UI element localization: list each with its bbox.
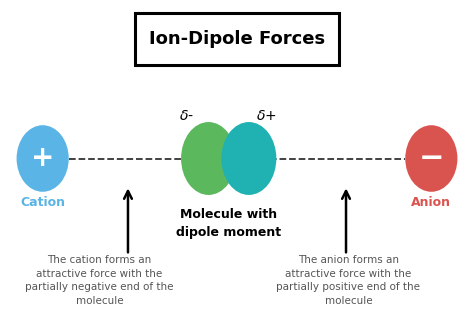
Text: Molecule with
dipole moment: Molecule with dipole moment	[176, 208, 281, 239]
Ellipse shape	[181, 122, 236, 195]
Text: The cation forms an
attractive force with the
partially negative end of the
mole: The cation forms an attractive force wit…	[25, 255, 174, 306]
FancyBboxPatch shape	[135, 13, 339, 65]
Text: The anion forms an
attractive force with the
partially positive end of the
molec: The anion forms an attractive force with…	[276, 255, 420, 306]
Text: −: −	[419, 144, 444, 173]
Text: +: +	[31, 145, 55, 172]
Text: Cation: Cation	[20, 196, 65, 210]
Ellipse shape	[405, 125, 457, 192]
Text: $\delta$+: $\delta$+	[256, 109, 277, 123]
Text: Ion-Dipole Forces: Ion-Dipole Forces	[149, 30, 325, 48]
Text: $\delta$-: $\delta$-	[179, 109, 194, 123]
Ellipse shape	[17, 125, 69, 192]
Ellipse shape	[221, 122, 276, 195]
Text: Anion: Anion	[411, 196, 451, 210]
